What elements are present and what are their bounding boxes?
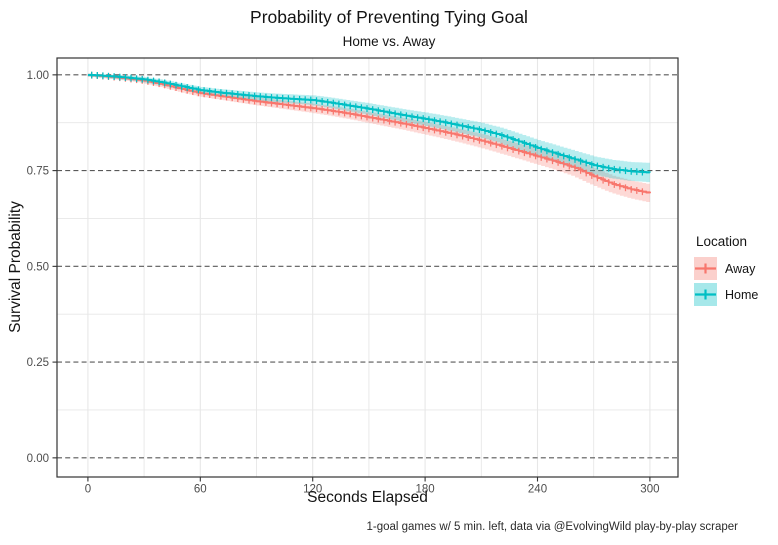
legend-label-away: Away: [725, 261, 756, 276]
y-tick-label: 0.00: [27, 453, 49, 465]
panel-border: [56, 57, 679, 478]
y-tick-label: 0.50: [27, 261, 49, 273]
x-tick-label: 120: [303, 484, 322, 496]
x-gridlines: [87, 58, 651, 477]
chart-title: Probability of Preventing Tying Goal: [250, 7, 528, 27]
legend-item-home: Home: [694, 283, 758, 306]
away-key-icon: [694, 257, 717, 280]
chart-caption: 1-goal games w/ 5 min. left, data via @E…: [366, 521, 738, 533]
y-axis-label: Survival Probability: [7, 201, 24, 333]
home-curve: [87, 71, 651, 176]
y-tick-label: 0.25: [27, 357, 49, 369]
y-tick-label: 0.75: [27, 166, 49, 178]
x-tick-label: 60: [194, 484, 207, 496]
y-tick-label: 1.00: [27, 70, 49, 82]
x-tick-label: 0: [85, 484, 91, 496]
legend-item-away: Away: [694, 257, 758, 280]
x-tick-label: 240: [528, 484, 547, 496]
y-minor-gridlines: [57, 122, 678, 411]
chart-subtitle: Home vs. Away: [342, 34, 436, 49]
axis-ticks-and-labels: 0 60 120 180 240 300 0.00 0.25 0.50 0.75 1.00: [27, 70, 660, 496]
home-confidence-ribbon: [87, 74, 650, 183]
x-tick-label: 180: [416, 484, 435, 496]
home-censor-marks: [91, 71, 644, 176]
legend: Location Away Home: [694, 234, 758, 309]
legend-title: Location: [696, 234, 748, 249]
y-major-dashed-gridlines: [57, 74, 678, 459]
x-axis-label: Seconds Elapsed: [307, 489, 428, 506]
home-key-icon: [694, 283, 717, 306]
x-tick-label: 300: [640, 484, 659, 496]
legend-label-home: Home: [725, 287, 759, 302]
